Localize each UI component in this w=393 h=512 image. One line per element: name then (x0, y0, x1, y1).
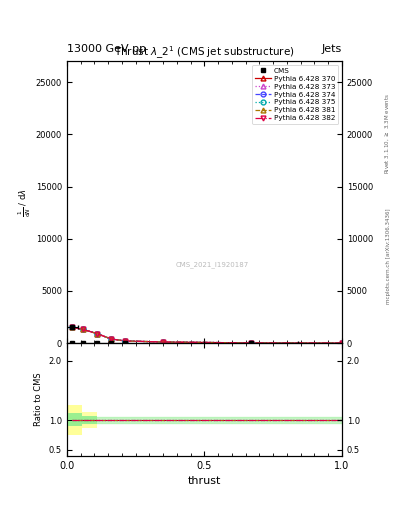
Bar (67, 406, 82, 435)
Y-axis label: Ratio to CMS: Ratio to CMS (34, 373, 43, 426)
Y-axis label: $\frac{1}{\mathrm{d}N}$ / $\mathrm{d}\lambda$: $\frac{1}{\mathrm{d}N}$ / $\mathrm{d}\la… (17, 188, 33, 217)
Bar (82, 416, 97, 424)
Text: CMS_2021_I1920187: CMS_2021_I1920187 (176, 261, 249, 268)
Legend: CMS, Pythia 6.428 370, Pythia 6.428 373, Pythia 6.428 374, Pythia 6.428 375, Pyt: CMS, Pythia 6.428 370, Pythia 6.428 373,… (252, 65, 338, 124)
Bar (67, 417, 342, 423)
Bar (82, 412, 97, 428)
Bar (67, 413, 82, 426)
Text: Jets: Jets (321, 44, 342, 54)
X-axis label: thrust: thrust (188, 476, 221, 486)
Title: Thrust $\lambda$_2$^1$ (CMS jet substructure): Thrust $\lambda$_2$^1$ (CMS jet substruc… (114, 45, 295, 61)
Text: mcplots.cern.ch [arXiv:1306.3436]: mcplots.cern.ch [arXiv:1306.3436] (386, 208, 391, 304)
Text: Rivet 3.1.10, $\geq$ 3.3M events: Rivet 3.1.10, $\geq$ 3.3M events (384, 93, 391, 174)
Text: 13000 GeV pp: 13000 GeV pp (67, 44, 146, 54)
